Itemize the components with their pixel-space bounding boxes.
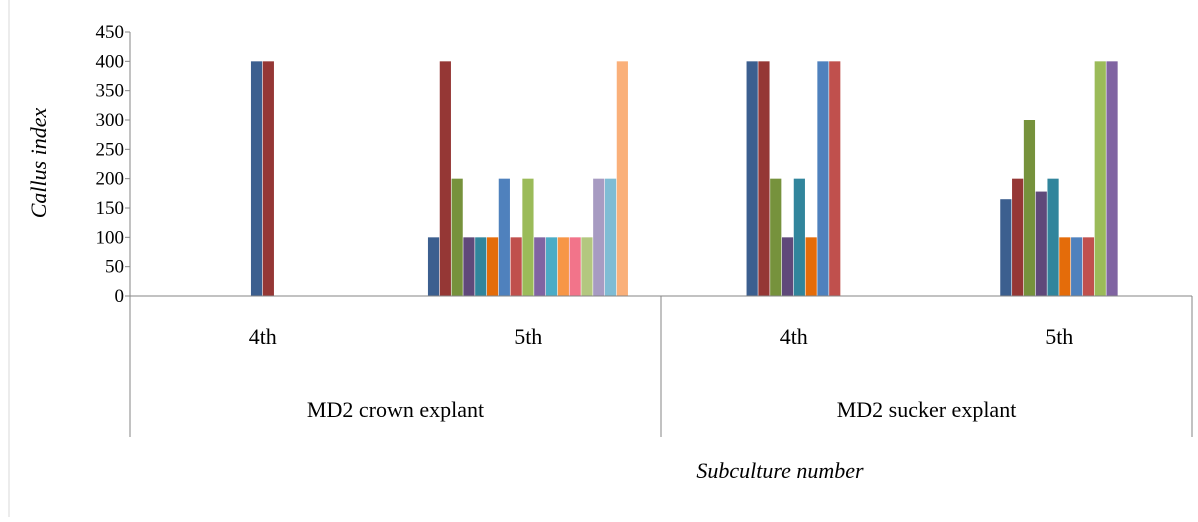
y-tick-label: 200 xyxy=(96,169,125,190)
bar xyxy=(805,237,817,296)
bar xyxy=(770,178,782,296)
bar xyxy=(1012,178,1024,296)
bar xyxy=(486,237,499,296)
axes-layer xyxy=(125,31,1193,437)
y-tick-label: 0 xyxy=(115,286,125,307)
bar xyxy=(758,61,770,297)
bar xyxy=(1071,237,1083,296)
bar xyxy=(498,178,510,296)
bar xyxy=(793,178,805,296)
bar xyxy=(1082,237,1095,296)
y-tick-label: 50 xyxy=(105,257,124,278)
y-tick-label: 150 xyxy=(96,198,125,219)
group-label: MD2 crown explant xyxy=(307,397,484,422)
bar xyxy=(593,178,605,296)
labels-layer: 0 50 100 150 200 250 300 350 400 450 MD2 crown exp… xyxy=(96,22,1074,422)
bar xyxy=(557,237,569,296)
y-tick-label: 350 xyxy=(96,81,125,102)
bar xyxy=(475,237,487,296)
bar xyxy=(1059,237,1071,296)
bar xyxy=(262,61,274,297)
y-tick-label: 250 xyxy=(96,139,125,160)
bar xyxy=(1106,61,1118,297)
bar xyxy=(581,237,593,296)
bar xyxy=(463,237,475,296)
bar xyxy=(1047,178,1059,296)
category-label: 5th xyxy=(1045,324,1073,349)
bar xyxy=(569,237,581,296)
bar xyxy=(1023,120,1036,296)
y-axis-title: Callus index xyxy=(26,107,51,218)
bar xyxy=(451,178,463,296)
bar xyxy=(1000,199,1012,296)
category-label: 5th xyxy=(514,324,542,349)
category-label: 4th xyxy=(780,324,808,349)
bar xyxy=(427,237,440,296)
bar xyxy=(829,61,841,297)
bar xyxy=(604,178,617,296)
y-tick-label: 100 xyxy=(96,227,125,248)
bar xyxy=(746,61,758,297)
bar xyxy=(250,61,263,297)
y-tick-label: 400 xyxy=(96,51,125,72)
y-tick-label: 450 xyxy=(96,22,125,43)
bars-layer xyxy=(250,61,1118,297)
bar xyxy=(616,61,628,297)
bar xyxy=(534,237,546,296)
group-label: MD2 sucker explant xyxy=(837,397,1017,422)
category-label: 4th xyxy=(249,324,277,349)
y-tick-label: 300 xyxy=(96,110,125,131)
bar xyxy=(1035,191,1047,296)
x-axis-title: Subculture number xyxy=(696,458,864,483)
bar xyxy=(522,178,534,296)
bar xyxy=(781,237,794,296)
bar xyxy=(545,237,558,296)
bar xyxy=(510,237,522,296)
bar xyxy=(817,61,829,297)
bar xyxy=(1094,61,1106,297)
bar xyxy=(439,61,451,297)
